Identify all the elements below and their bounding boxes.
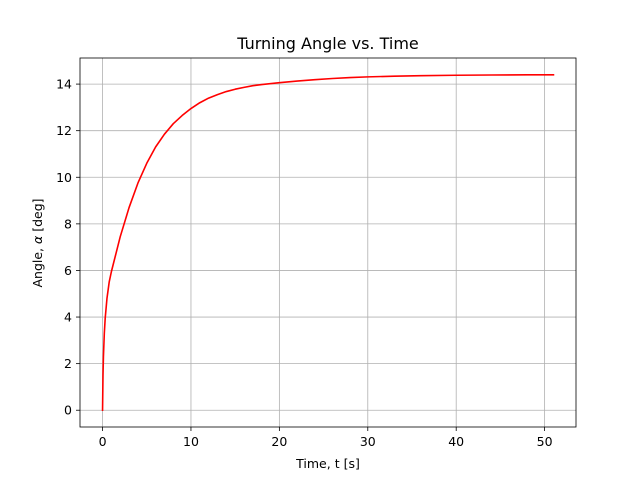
x-axis-label: Time, t [s] xyxy=(295,456,360,471)
series-line-0 xyxy=(101,73,555,412)
axes-frame xyxy=(79,57,577,428)
y-tick-label-4: 8 xyxy=(64,216,72,231)
y-tick-label-5: 10 xyxy=(56,170,72,185)
plot-frame xyxy=(79,57,577,428)
grid-lines xyxy=(80,58,576,427)
x-tick-label-5: 50 xyxy=(537,434,553,449)
tick-marks xyxy=(76,83,546,431)
x-tick-label-1: 10 xyxy=(183,434,199,449)
x-tick-label-3: 30 xyxy=(360,434,376,449)
line-series xyxy=(101,73,555,412)
y-tick-label-3: 6 xyxy=(64,263,72,278)
x-tick-label-4: 40 xyxy=(448,434,464,449)
y-axis-label-symbol: α xyxy=(30,235,45,244)
y-tick-label-7: 14 xyxy=(56,77,72,92)
x-tick-label-2: 20 xyxy=(271,434,287,449)
y-axis-label-suffix: [deg] xyxy=(30,198,45,235)
y-axis-label: Angle, α [deg] xyxy=(30,198,45,287)
y-tick-label-0: 0 xyxy=(64,403,72,418)
y-tick-label-2: 4 xyxy=(64,310,72,325)
chart-title: Turning Angle vs. Time xyxy=(236,34,419,53)
x-tick-label-0: 0 xyxy=(99,434,107,449)
y-axis-label-prefix: Angle, xyxy=(30,244,45,288)
y-tick-label-6: 12 xyxy=(56,123,72,138)
y-tick-label-1: 2 xyxy=(64,356,72,371)
